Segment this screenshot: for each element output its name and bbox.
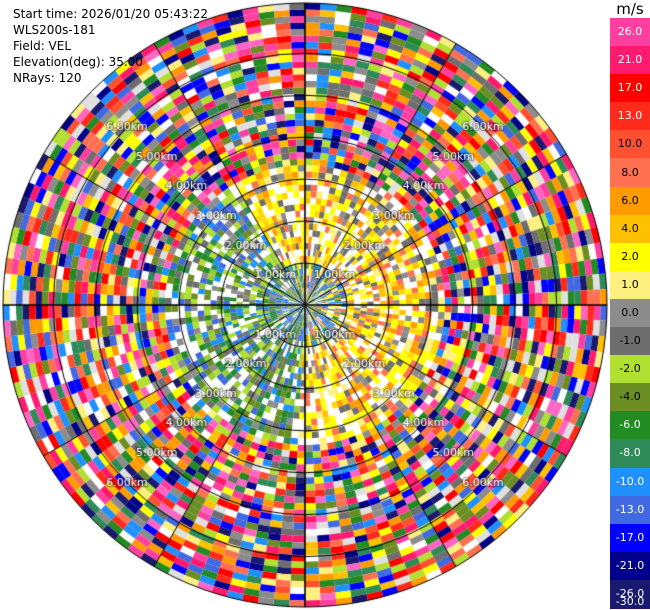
colorbar-swatch [610, 270, 650, 300]
nrays-label: NRays: 120 [13, 71, 82, 85]
start-time-label: Start time: 2026/01/20 05:43:22 [13, 7, 208, 21]
colorbar-unit: m/s [616, 0, 644, 18]
colorbar-tick-label: 8.0 [621, 165, 639, 179]
colorbar-tick-label: -2.0 [619, 362, 641, 376]
colorbar-swatch [610, 102, 650, 132]
elevation-label: Elevation(deg): 35.00 [13, 55, 143, 69]
colorbar-tick-label: 10.0 [617, 137, 643, 151]
colorbar-swatch [610, 411, 650, 441]
colorbar-tick-label: -13.0 [615, 502, 645, 516]
colorbar-tick-label: 21.0 [617, 53, 643, 67]
ppi-scan-canvas [0, 0, 610, 610]
colorbar-swatch [610, 242, 650, 272]
colorbar-tick-label: -6.0 [619, 418, 641, 432]
colorbar-tick-label: -1.0 [619, 334, 641, 348]
colorbar-tick-label: -8.0 [619, 446, 641, 460]
colorbar-swatch [610, 523, 650, 553]
instrument-label: WLS200s-181 [13, 23, 96, 37]
colorbar-tick-label: 13.0 [617, 109, 643, 123]
colorbar-swatch [610, 579, 650, 609]
colorbar-swatch [610, 551, 650, 581]
colorbar-tick-label: 2.0 [621, 249, 639, 263]
colorbar-swatch [610, 467, 650, 497]
colorbar-tick-label: 0.0 [621, 306, 639, 319]
colorbar-swatch [610, 495, 650, 525]
colorbar-tick-label: 6.0 [621, 193, 639, 207]
colorbar-tick-label: -10.0 [615, 474, 645, 488]
colorbar-swatch [610, 18, 650, 47]
colorbar-tick-label: 26.0 [617, 25, 643, 39]
colorbar-tick-label: 17.0 [617, 81, 643, 95]
colorbar-swatch [610, 439, 650, 469]
colorbar-swatch [610, 130, 650, 160]
colorbar-tick-label: -17.0 [615, 530, 645, 544]
colorbar-tick-label: -21.0 [615, 558, 645, 572]
colorbar-swatch [610, 355, 650, 385]
colorbar-tick-label: 4.0 [621, 221, 639, 235]
colorbar-swatch [610, 214, 650, 244]
colorbar-swatch [610, 46, 650, 76]
colorbar-swatch [610, 74, 650, 104]
colorbar-tick-label: -30.0 [615, 595, 645, 608]
colorbar-swatch [610, 383, 650, 413]
colorbar-tick-label: 1.0 [621, 277, 639, 291]
velocity-colorbar: m/s 26.0 21.0 17.0 13.0 10.0 8.0 6.0 4.0 2.0 1.0 0… [610, 0, 650, 610]
colorbar-swatch [610, 158, 650, 188]
colorbar-tick-label: -26.0 [615, 586, 645, 600]
field-label: Field: VEL [13, 39, 72, 53]
colorbar-swatch [610, 327, 650, 357]
colorbar-swatch [610, 298, 650, 328]
colorbar-swatch [610, 186, 650, 216]
colorbar-tick-label: -4.0 [619, 390, 641, 404]
